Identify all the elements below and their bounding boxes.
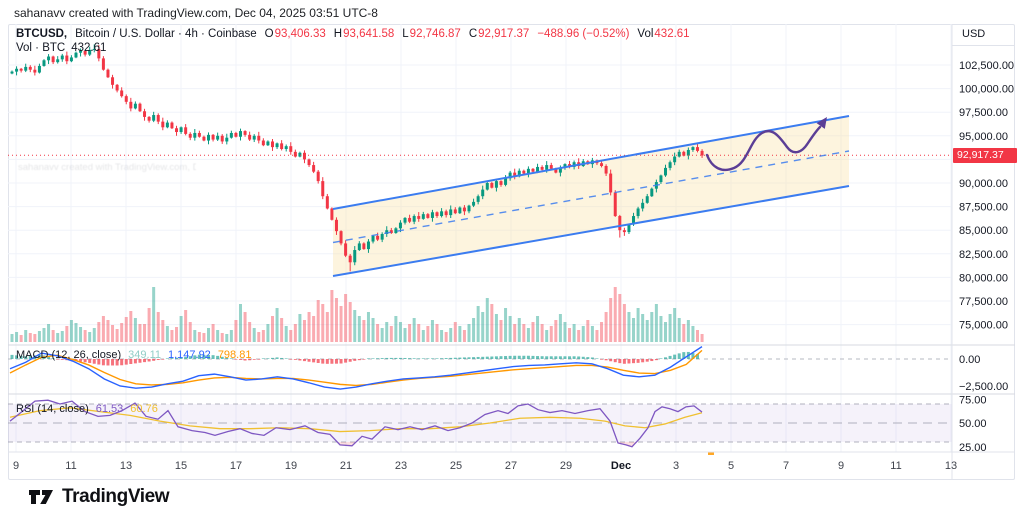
time-label: 3 (673, 460, 679, 472)
candles (10, 44, 704, 272)
rsi-scale-label: 75.00 (959, 394, 987, 406)
projection-arrow (705, 117, 827, 172)
time-label: 11 (890, 460, 901, 472)
price-label: 102,500.00 (959, 60, 1014, 72)
price-label: 75,000.00 (959, 320, 1008, 332)
gridlines (8, 24, 952, 452)
time-label: 23 (395, 460, 407, 472)
chart-canvas[interactable]: 102,500.00100,000.0097,500.0095,000.0090… (8, 24, 1016, 480)
low-pair: L 92,746.87 (402, 28, 461, 40)
macd-scale-label: 0.00 (959, 354, 980, 366)
high-value: 93,641.58 (343, 28, 395, 40)
tradingview-logo-icon (29, 490, 53, 504)
symbol-legend: BTCUSD, Bitcoin / U.S. Dollar · 4h · Coi… (16, 28, 690, 40)
time-label: 9 (13, 460, 19, 472)
price-label: 85,000.00 (959, 225, 1008, 237)
pane-separators (8, 24, 1015, 480)
time-label: 15 (175, 460, 187, 472)
price-label: 77,500.00 (959, 296, 1008, 308)
rsi-pane-background (8, 403, 952, 443)
macd-hist-value: 349.11 (128, 349, 161, 361)
time-label: 9 (838, 460, 844, 472)
time-axis-labels: 9 11 13 15 17 19 21 23 25 27 29 Dec 3 5 7 9 11 13 (13, 460, 957, 472)
current-bar-time-marker (708, 452, 714, 455)
footer-brand[interactable]: TradingView (28, 486, 170, 508)
low-value: 92,746.87 (409, 28, 461, 40)
time-label: 21 (340, 460, 352, 472)
volume-series-label: Vol · BTC (16, 42, 66, 54)
rsi-lines (9, 399, 703, 448)
price-label: 95,000.00 (959, 131, 1008, 143)
macd-legend: MACD (12, 26, close) 349.11 1,147.92 798… (16, 349, 251, 361)
macd-signal-value: 798.81 (217, 349, 252, 361)
close-value: 92,917.37 (478, 28, 530, 40)
price-label: 87,500.00 (959, 202, 1008, 214)
time-label: 27 (505, 460, 517, 472)
time-label: 25 (450, 460, 462, 472)
rsi-scale-label: 50.00 (959, 418, 987, 430)
rsi-line-value: 61.53 (95, 403, 124, 415)
symbol-description: Bitcoin / U.S. Dollar · 4h · Coinbase (75, 28, 257, 40)
macd-pane (8, 346, 952, 390)
volume-legend: Vol · BTC 432.61 (16, 42, 106, 54)
time-label: 11 (65, 460, 76, 472)
time-label: 5 (728, 460, 734, 472)
price-label: 90,000.00 (959, 178, 1008, 190)
rsi-label: RSI (14, close) (16, 403, 89, 415)
change-value: −488.96 (−0.52%) (537, 28, 630, 40)
time-label: 13 (945, 460, 957, 472)
close-pair: C 92,917.37 (468, 28, 530, 40)
price-scale-currency: USD (962, 28, 986, 40)
volume-series-value: 432.61 (71, 42, 107, 54)
time-label: 29 (560, 460, 572, 472)
price-label: 100,000.00 (959, 84, 1014, 96)
channel-fill (333, 116, 849, 276)
price-label: 80,000.00 (959, 272, 1008, 284)
open-value: 93,406.33 (274, 28, 326, 40)
macd-label: MACD (12, 26, close) (16, 349, 122, 361)
volume-pair: Vol 432.61 (637, 28, 690, 40)
time-label: 13 (120, 460, 132, 472)
volume-bars (10, 287, 704, 342)
high-pair: H 93,641.58 (333, 28, 395, 40)
attribution-text: sahanavv created with TradingView.com, D… (14, 6, 378, 20)
time-label: Dec (611, 460, 631, 472)
time-label: 7 (783, 460, 789, 472)
watermark-text: sahanavv created with TradingView.com, D… (18, 162, 196, 173)
symbol-title: BTCUSD, (16, 28, 68, 40)
rsi-legend: RSI (14, close) 61.53 60.76 (16, 403, 158, 415)
price-label: 82,500.00 (959, 249, 1008, 261)
last-price-badge: 92,917.37 (953, 148, 1017, 163)
time-label: 19 (285, 460, 297, 472)
macd-scale-label: −2,500.00 (959, 381, 1008, 393)
rsi-scale-label: 25.00 (959, 442, 987, 454)
rsi-ma-value: 60.76 (130, 403, 158, 415)
macd-line-value: 1,147.92 (167, 349, 211, 361)
volume-value: 432.61 (654, 28, 690, 40)
time-label: 17 (230, 460, 242, 472)
price-axis-labels: 102,500.00 100,000.00 97,500.00 95,000.00 90… (959, 60, 1014, 454)
price-label: 97,500.00 (959, 107, 1008, 119)
open-pair: O 93,406.33 (264, 28, 326, 40)
brand-name: TradingView (62, 486, 170, 507)
